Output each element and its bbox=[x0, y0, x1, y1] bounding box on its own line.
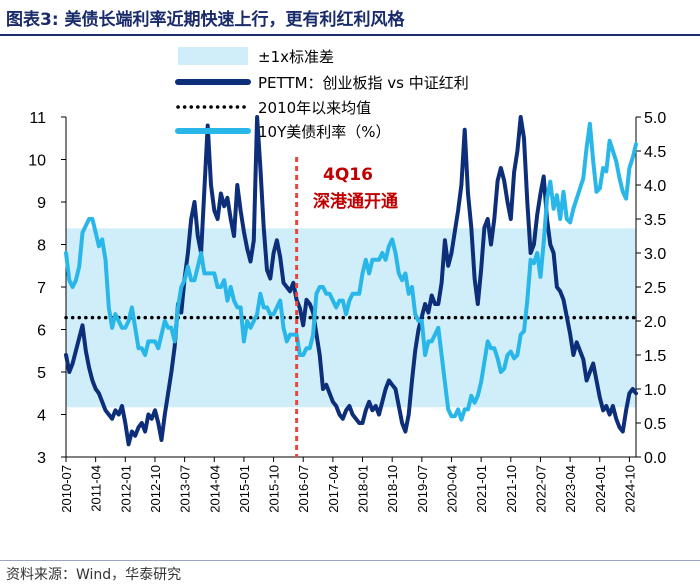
title-bar: 图表3: 美债长端利率近期快速上行，更有利红利风格 bbox=[0, 0, 700, 34]
right-tick-label: 3.0 bbox=[644, 246, 666, 263]
x-tick-label: 2012-10 bbox=[148, 465, 163, 513]
x-tick-label: 2011-04 bbox=[89, 465, 104, 512]
left-tick-label: 8 bbox=[37, 238, 46, 255]
x-tick-label: 2024-10 bbox=[622, 465, 637, 513]
x-tick-label: 2018-10 bbox=[385, 465, 400, 513]
title-rule bbox=[0, 34, 700, 36]
x-tick-label: 2013-07 bbox=[178, 465, 193, 513]
legend-label: 2010年以来均值 bbox=[258, 99, 371, 117]
x-tick-label: 2017-04 bbox=[326, 465, 341, 513]
x-tick-label: 2015-01 bbox=[237, 465, 252, 513]
right-tick-label: 4.5 bbox=[644, 144, 666, 161]
right-tick-label: 3.5 bbox=[644, 212, 666, 229]
left-tick-label: 10 bbox=[28, 153, 46, 170]
footer-rule bbox=[0, 560, 700, 561]
right-tick-label: 2.5 bbox=[644, 280, 666, 297]
left-tick-label: 6 bbox=[37, 323, 46, 340]
pettm-line bbox=[64, 115, 638, 447]
left-tick-label: 9 bbox=[37, 195, 46, 212]
x-tick-label: 2015-10 bbox=[267, 465, 282, 513]
right-tick-label: 1.0 bbox=[644, 382, 666, 399]
ust10y-line bbox=[64, 121, 638, 422]
x-tick-label: 2021-10 bbox=[504, 465, 519, 513]
right-tick-label: 0.5 bbox=[644, 416, 666, 433]
right-tick-label: 5.0 bbox=[644, 110, 666, 127]
x-tick-label: 2019-07 bbox=[415, 465, 430, 513]
left-tick-label: 5 bbox=[37, 365, 46, 382]
x-tick-label: 2010-07 bbox=[59, 465, 74, 513]
x-tick-label: 2022-07 bbox=[533, 465, 548, 513]
axis-layer: 3 4 5 6 7 8 9 10 11 0.0 0.5 1.0 1.5 2.0 2.5 3.0 3.5 4.0 4.… bbox=[28, 110, 666, 513]
left-tick-label: 4 bbox=[37, 408, 46, 425]
series-layer bbox=[64, 115, 638, 447]
x-tick-label: 2018-01 bbox=[356, 465, 371, 513]
x-tick-label: 2021-01 bbox=[474, 465, 489, 513]
left-tick-label: 7 bbox=[37, 280, 46, 297]
left-tick-label: 11 bbox=[29, 110, 46, 127]
x-tick-label: 2014-04 bbox=[207, 465, 222, 513]
right-tick-label: 0.0 bbox=[644, 450, 666, 467]
annotation-layer: 4Q16 深港通开通 bbox=[295, 157, 398, 457]
source-note: 资料来源：Wind，华泰研究 bbox=[6, 567, 182, 583]
legend-swatch-band bbox=[178, 47, 248, 65]
right-tick-label: 2.0 bbox=[644, 314, 666, 331]
legend-label: 10Y美债利率（%） bbox=[258, 123, 391, 141]
right-tick-label: 1.5 bbox=[644, 348, 666, 365]
x-tick-label: 2020-04 bbox=[444, 465, 459, 513]
x-tick-label: 2012-01 bbox=[118, 465, 133, 513]
legend-label: ±1x标准差 bbox=[258, 48, 334, 66]
x-tick-label: 2016-07 bbox=[296, 465, 311, 513]
legend: ±1x标准差 PETTM：创业板指 vs 中证红利 2010年以来均值 10Y美债利率… bbox=[175, 47, 469, 141]
x-tick-label: 2024-01 bbox=[593, 465, 608, 513]
chart-title: 图表3: 美债长端利率近期快速上行，更有利红利风格 bbox=[6, 10, 405, 30]
annotation-line1: 4Q16 bbox=[323, 165, 373, 185]
left-tick-label: 3 bbox=[37, 450, 46, 467]
chart-canvas: 3 4 5 6 7 8 9 10 11 0.0 0.5 1.0 1.5 2.0 2.5 3.0 3.5 4.0 4.… bbox=[28, 47, 666, 513]
x-tick-label: 2023-04 bbox=[563, 465, 578, 513]
legend-label: PETTM：创业板指 vs 中证红利 bbox=[258, 74, 469, 92]
right-tick-label: 4.0 bbox=[644, 178, 666, 195]
annotation-line2: 深港通开通 bbox=[313, 191, 398, 212]
